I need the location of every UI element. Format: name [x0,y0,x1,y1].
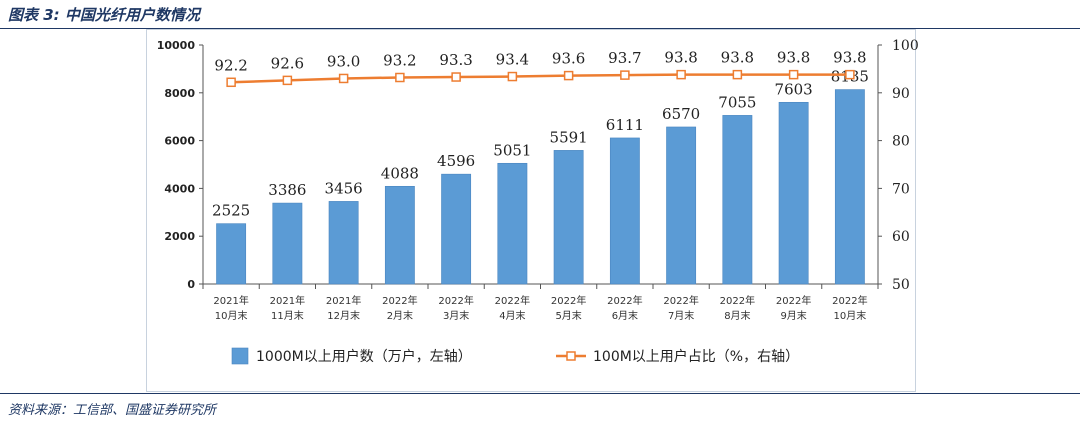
x-tick-label-year: 2022年 [607,294,642,307]
x-tick-label-year: 2021年 [326,294,361,307]
x-tick-label-month: 8月末 [724,309,750,322]
bar [553,150,584,285]
left-axis-tick-label: 6000 [164,135,195,148]
bar [272,202,303,285]
bar-value-label: 3456 [325,179,363,197]
x-tick-label-year: 2022年 [663,294,698,307]
right-axis-tick-label: 70 [892,181,910,197]
bar [834,89,865,285]
bar-value-label: 6111 [606,116,644,134]
right-axis-tick-label: 50 [892,277,910,293]
x-tick-label-month: 5月末 [555,309,581,322]
chart-frame [146,29,916,392]
x-tick-label-year: 2022年 [832,294,867,307]
line-marker [788,69,799,80]
line-value-label: 93.0 [327,52,360,70]
legend-swatch-marker [566,351,576,361]
bar [384,185,415,285]
x-tick-label-month: 11月末 [271,309,304,322]
line-value-label: 93.6 [552,50,585,68]
line-value-label: 93.8 [721,49,754,67]
left-axis-tick-label: 0 [187,278,195,291]
line-value-label: 92.2 [214,56,247,74]
right-axis-tick-label: 100 [892,38,919,54]
x-tick-label-month: 4月末 [499,309,525,322]
bar [441,173,472,285]
bar [328,201,359,285]
line-marker [620,70,630,80]
line-value-label: 93.7 [608,49,641,67]
right-axis-tick-label: 90 [892,86,910,102]
bar [609,137,640,285]
x-tick-label-month: 10月末 [215,309,248,322]
bar-value-label: 2525 [212,202,250,220]
bar-value-label: 4596 [437,152,475,170]
footer-rule [0,393,1080,394]
left-axis-tick-label: 10000 [157,39,196,52]
bar [497,162,528,285]
x-tick-label-month: 2月末 [387,309,413,322]
bar [722,115,753,285]
x-tick-label-month: 12月末 [327,309,360,322]
line-marker [563,70,574,81]
bar-value-label: 6570 [662,105,700,123]
line-marker [507,71,518,82]
bar [216,223,247,285]
x-tick-label-month: 10月末 [834,309,867,322]
right-axis-tick-label: 60 [892,229,910,245]
x-tick-label-year: 2022年 [438,294,473,307]
x-tick-label-year: 2022年 [720,294,755,307]
x-tick-label-year: 2022年 [382,294,417,307]
x-tick-label-month: 9月末 [780,309,806,322]
line-marker [732,69,743,80]
x-tick-label-year: 2022年 [551,294,586,307]
line-value-label: 93.8 [664,49,697,67]
line-value-label: 93.4 [496,51,529,69]
left-axis-tick-label: 8000 [164,87,195,100]
header-rule [0,28,1080,29]
line-marker [845,69,855,80]
bar [778,101,809,285]
bar-value-label: 4088 [381,164,419,182]
legend-label-bar: 1000M以上用户数（万户，左轴） [256,348,472,365]
x-tick-label-month: 6月末 [612,309,638,322]
bar-value-label: 5051 [493,141,531,159]
figure-title: 图表 3: 中国光纤用户数情况 [8,6,200,24]
line-marker [282,75,293,86]
bar-value-label: 3386 [268,181,306,199]
legend-swatch-bar [231,347,249,365]
line-marker [676,69,686,80]
x-tick-label-year: 2021年 [213,294,248,307]
line-marker [395,72,405,83]
bar [666,126,697,285]
left-axis-tick-label: 2000 [164,230,195,243]
bar-value-label: 5591 [550,128,588,146]
line-value-label: 92.6 [271,54,304,72]
line-value-label: 93.8 [833,49,866,67]
x-tick-label-month: 7月末 [668,309,694,322]
line-value-label: 93.8 [777,49,810,67]
right-axis-tick-label: 80 [892,134,910,150]
line-marker [226,77,236,88]
bar-value-label: 7055 [718,93,756,111]
left-axis-tick-label: 4000 [164,182,195,195]
line-marker [451,72,461,82]
line-series [231,73,850,84]
x-tick-label-month: 3月末 [443,309,469,322]
line-value-label: 93.3 [439,51,472,69]
source-note: 资料来源：工信部、国盛证券研究所 [8,403,217,418]
x-tick-label-year: 2021年 [270,294,305,307]
line-marker [338,73,349,84]
legend-label-line: 100M以上用户占比（%，右轴） [593,348,799,365]
line-value-label: 93.2 [383,52,416,70]
x-tick-label-year: 2022年 [776,294,811,307]
x-tick-label-year: 2022年 [495,294,530,307]
bar-value-label: 7603 [775,80,813,98]
